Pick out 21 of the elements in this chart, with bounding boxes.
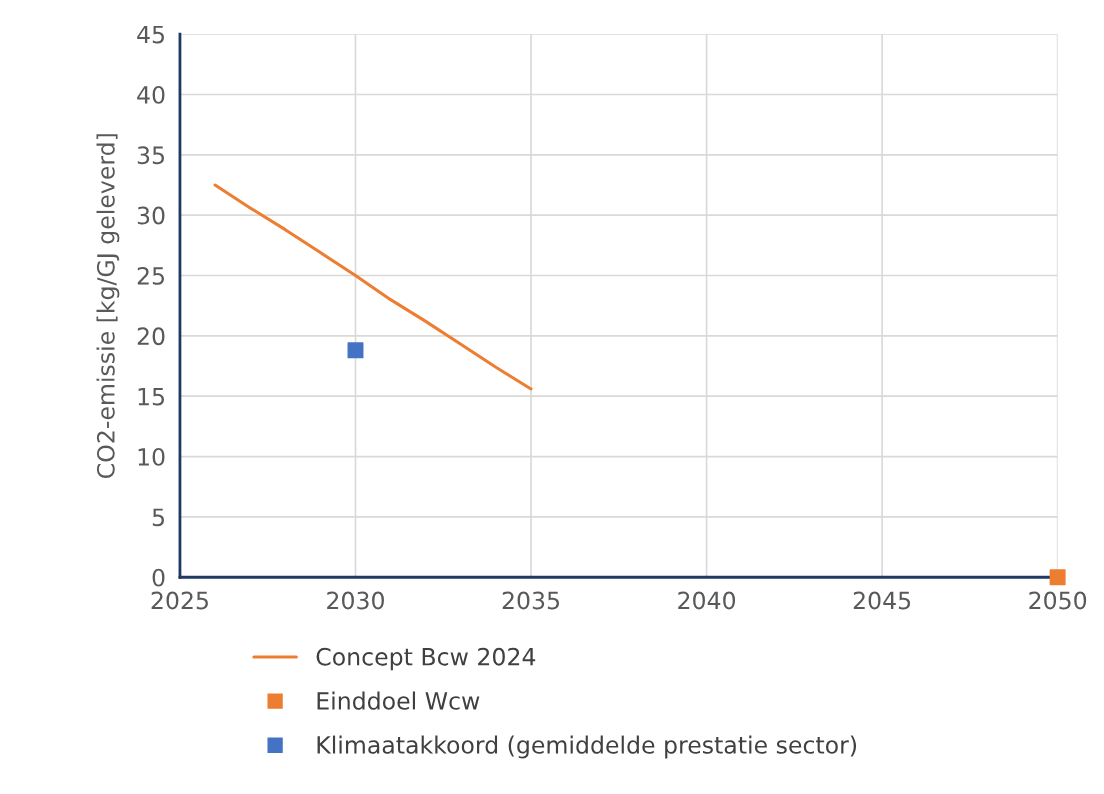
y-tick-label: 0	[152, 568, 165, 587]
x-tick-label: 2045	[853, 591, 911, 610]
y-tick-label: 5	[152, 508, 164, 527]
x-tick-label: 2025	[151, 591, 208, 610]
x-tick-label: 2035	[502, 591, 560, 610]
y-tick-label: 25	[137, 266, 164, 285]
y-tick-label: 10	[138, 448, 165, 466]
y-tick-label: 45	[137, 25, 164, 44]
x-tick-label: 2030	[327, 591, 384, 610]
legend-label: Einddoel Wcw	[317, 691, 480, 710]
legend-label: Klimaatakkoord (gemiddelde prestatie sector)	[317, 735, 857, 759]
y-tick-label: 40	[137, 85, 165, 104]
line-series	[213, 183, 533, 391]
y-tick-label: 15	[138, 387, 164, 406]
y-tick-label: 35	[137, 146, 164, 165]
y-tick-label: 20	[137, 327, 165, 346]
legend-label: Concept Bcw 2024	[316, 647, 536, 671]
y-axis-title: CO2-emissie [kg/GJ geleverd]	[96, 134, 120, 478]
x-tick-label: 2040	[678, 591, 736, 610]
x-tick-label: 2050	[1029, 591, 1087, 610]
y-tick-label: 30	[137, 206, 165, 225]
